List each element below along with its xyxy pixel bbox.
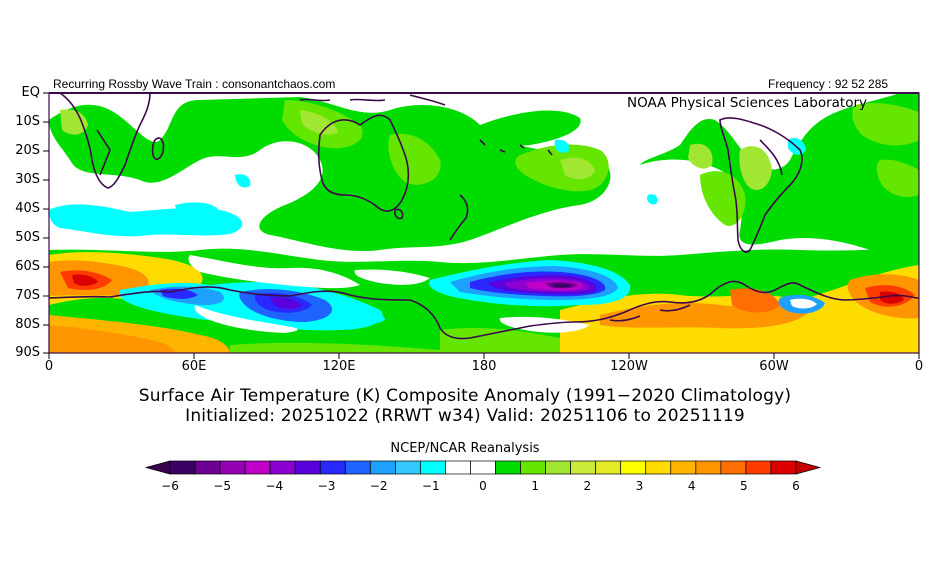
coastlines — [49, 93, 919, 340]
lat-label-eq: EQ — [21, 85, 40, 100]
colorbar-tick-label: −3 — [317, 479, 336, 493]
colorbar-tick-label: −1 — [421, 479, 440, 493]
colorbar-swatch — [645, 460, 672, 475]
map-subtitle: Initialized: 20251022 (RRWT w34) Valid: … — [185, 406, 745, 426]
colorbar — [144, 460, 822, 475]
lat-label-50s: 50S — [15, 230, 40, 245]
lat-label-60s: 60S — [15, 259, 40, 274]
lon-label-180: 180 — [471, 359, 497, 374]
lon-label-60w: 60W — [759, 359, 789, 374]
header-right-text: Frequency : 92 52 285 — [768, 77, 889, 91]
map-title: Surface Air Temperature (K) Composite An… — [138, 386, 792, 406]
colorbar-tick-label: −4 — [265, 479, 284, 493]
lat-label-80s: 80S — [15, 317, 40, 332]
lat-label-30s: 30S — [15, 172, 40, 187]
lat-ticks — [43, 92, 49, 354]
lat-label-20s: 20S — [15, 143, 40, 158]
colorbar-swatch — [194, 460, 221, 475]
lon-label-60e: 60E — [181, 359, 207, 374]
colorbar-tick-label: 6 — [792, 479, 800, 493]
header-left-text: Recurring Rossby Wave Train : consonantc… — [53, 77, 336, 91]
colorbar-tick-label: 4 — [687, 479, 696, 493]
colorbar-swatch — [620, 460, 647, 475]
colorbar-tick-label: 3 — [635, 479, 644, 493]
colorbar-swatch — [395, 460, 421, 475]
colorbar-tick-label: 0 — [479, 479, 487, 493]
colorbar-swatch — [770, 460, 797, 475]
lon-label-0-left: 0 — [44, 359, 54, 374]
colorbar-swatch — [695, 460, 722, 475]
colorbar-swatch — [495, 460, 521, 475]
lat-label-70s: 70S — [15, 288, 40, 303]
colorbar-tick-label: −5 — [213, 479, 231, 493]
colorbar-tick-label: 5 — [740, 479, 748, 493]
lat-label-10s: 10S — [15, 114, 40, 129]
colorbar-swatch — [670, 460, 697, 475]
colorbar-swatch — [344, 460, 371, 475]
colorbar-swatch — [319, 460, 346, 475]
colorbar-swatch — [445, 460, 471, 475]
anomaly-field — [49, 93, 919, 353]
colorbar-swatch — [420, 460, 446, 475]
colorbar-over-arrow — [795, 460, 822, 475]
colorbar-swatch — [720, 460, 747, 475]
colorbar-swatch — [169, 460, 196, 475]
colorbar-tick-label: −2 — [369, 479, 388, 493]
colorbar-caption: NCEP/NCAR Reanalysis — [390, 441, 540, 456]
lon-label-120w: 120W — [610, 359, 648, 374]
lon-label-120e: 120E — [322, 359, 356, 374]
colorbar-swatch — [570, 460, 597, 475]
colorbar-swatch — [244, 460, 271, 475]
lon-ticks — [48, 353, 920, 359]
lon-label-0-right: 0 — [914, 359, 924, 374]
colorbar-tick-label: −6 — [161, 479, 179, 493]
colorbar-swatch — [269, 460, 296, 475]
colorbar-swatch — [595, 460, 622, 475]
colorbar-swatch — [219, 460, 246, 475]
colorbar-tick-label: 1 — [531, 479, 539, 493]
colorbar-under-arrow — [144, 460, 171, 475]
colorbar-swatch — [520, 460, 546, 475]
colorbar-swatch — [369, 460, 396, 475]
colorbar-swatch — [294, 460, 321, 475]
lat-label-90s: 90S — [15, 345, 40, 360]
colorbar-swatch — [745, 460, 772, 475]
colorbar-swatch — [545, 460, 571, 475]
colorbar-swatch — [470, 460, 496, 475]
lab-name: NOAA Physical Sciences Laboratory — [627, 95, 868, 111]
lat-label-40s: 40S — [15, 201, 40, 216]
colorbar-tick-label: 2 — [583, 479, 592, 493]
